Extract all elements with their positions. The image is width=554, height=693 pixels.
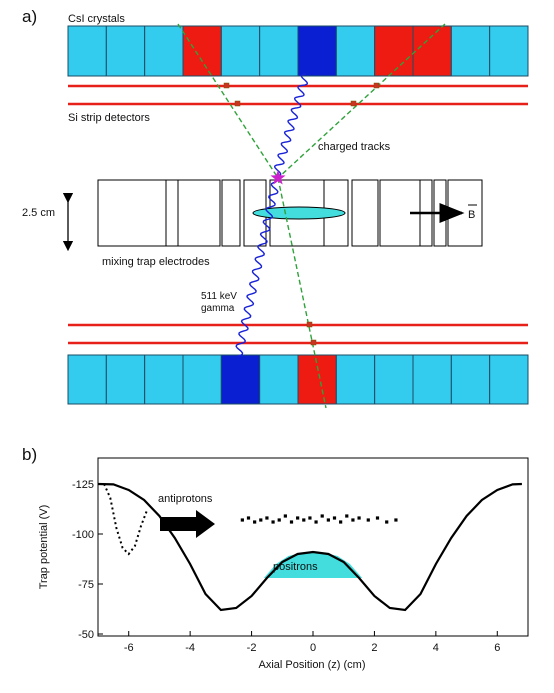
top-crystal-4 [182, 25, 222, 77]
panel-a-detector-diagram: a) CsI crystals Si strip detectors 2.5 c… [22, 7, 529, 409]
top-crystal-8 [335, 25, 376, 77]
antiproton-point [326, 518, 330, 522]
bottom-crystal-6 [259, 354, 299, 405]
antiproton-point [265, 516, 269, 520]
antiproton-point [357, 516, 361, 520]
bottom-crystal-10 [412, 354, 452, 405]
antiproton-point [366, 518, 370, 522]
bottom-crystal-2 [105, 354, 146, 405]
antiproton-point [332, 516, 337, 520]
antiproton-point [240, 518, 244, 522]
x-axis-ticks: -6 -4 -2 0 2 4 6 [124, 631, 500, 654]
size-label: 2.5 cm [22, 207, 55, 219]
charged-tracks-label: charged tracks [318, 141, 391, 153]
y-tick-label: -50 [78, 629, 94, 641]
bottom-crystal-12 [489, 354, 529, 405]
antiproton-point [345, 514, 349, 518]
bottom-crystal-row [67, 354, 529, 405]
antiproton-point [308, 516, 312, 520]
antiproton-point [259, 518, 263, 522]
gamma-ray-bottom [235, 181, 279, 357]
bottom-crystal-7 [297, 354, 337, 405]
track-hit-markers [223, 82, 380, 346]
panel-b-potential-chart: b) -6 -4 -2 0 2 4 6 -125 -100 -75 -50 antiprotons… [22, 445, 529, 671]
bottom-crystal-3 [144, 354, 184, 405]
series-layer [97, 482, 522, 612]
y-axis-ticks: -125 -100 -75 -50 [72, 479, 103, 641]
positrons-label: positrons [273, 561, 318, 573]
panel-a-label: a) [22, 7, 37, 26]
top-crystal-7 [297, 25, 337, 77]
positron-cloud [252, 206, 346, 220]
antiproton-point [277, 518, 281, 522]
annihilation-vertex-star [270, 170, 286, 185]
antiprotons-label: antiprotons [158, 493, 213, 505]
antiproton-point [351, 518, 355, 522]
y-axis-label: Trap potential (V) [38, 505, 50, 590]
bottom-crystal-5 [220, 354, 261, 405]
x-tick-label: -6 [124, 642, 134, 654]
plot-frame [97, 457, 529, 637]
antiproton-point [314, 520, 318, 524]
antiproton-point [339, 520, 343, 524]
csi-crystals-label: CsI crystals [68, 13, 125, 25]
antiproton-point [296, 516, 300, 520]
top-crystal-row [67, 25, 529, 77]
bottom-crystal-11 [450, 354, 491, 405]
antiproton-point [385, 520, 389, 524]
top-crystal-3 [144, 25, 184, 77]
antiproton-point [271, 520, 275, 524]
panel-b-label: b) [22, 445, 37, 464]
antiproton-point [302, 518, 306, 522]
top-crystal-10 [412, 25, 452, 77]
antiproton-point [253, 520, 257, 524]
bottom-crystal-9 [374, 354, 414, 405]
bottom-crystal-8 [335, 354, 376, 405]
gamma-label-word: gamma [201, 303, 235, 314]
antiproton-well-line [103, 483, 149, 556]
antiproton-point [246, 516, 251, 520]
top-crystal-1 [67, 25, 107, 77]
charged-tracks [177, 23, 446, 409]
top-crystal-5 [220, 25, 261, 77]
x-tick-label: -2 [247, 642, 257, 654]
b-field-label: B [468, 209, 475, 221]
y-tick-label: -100 [72, 529, 94, 541]
antiproton-point [375, 516, 380, 520]
y-tick-label: -75 [78, 579, 94, 591]
electrodes-label: mixing trap electrodes [102, 256, 210, 268]
antiproton-point [320, 514, 324, 518]
top-crystal-11 [450, 25, 491, 77]
x-tick-label: 4 [433, 642, 439, 654]
antiproton-point [394, 518, 398, 522]
antiproton-point [289, 520, 294, 524]
top-crystal-9 [374, 25, 414, 77]
x-axis-label: Axial Position (z) (cm) [259, 659, 366, 671]
top-crystal-2 [105, 25, 146, 77]
bottom-crystal-4 [182, 354, 222, 405]
top-crystal-12 [489, 25, 529, 77]
y-tick-label: -125 [72, 479, 94, 491]
x-tick-label: 0 [310, 642, 316, 654]
antiproton-point [283, 514, 287, 518]
gamma-label-energy: 511 keV [201, 291, 237, 302]
x-tick-label: -4 [185, 642, 195, 654]
si-strip-detectors-label: Si strip detectors [68, 112, 150, 124]
x-tick-label: 6 [494, 642, 500, 654]
top-crystal-6 [259, 25, 299, 77]
bottom-crystal-1 [67, 354, 107, 405]
antiproton-arrow [160, 510, 215, 538]
gamma-ray-top [273, 73, 309, 177]
x-tick-label: 2 [371, 642, 377, 654]
